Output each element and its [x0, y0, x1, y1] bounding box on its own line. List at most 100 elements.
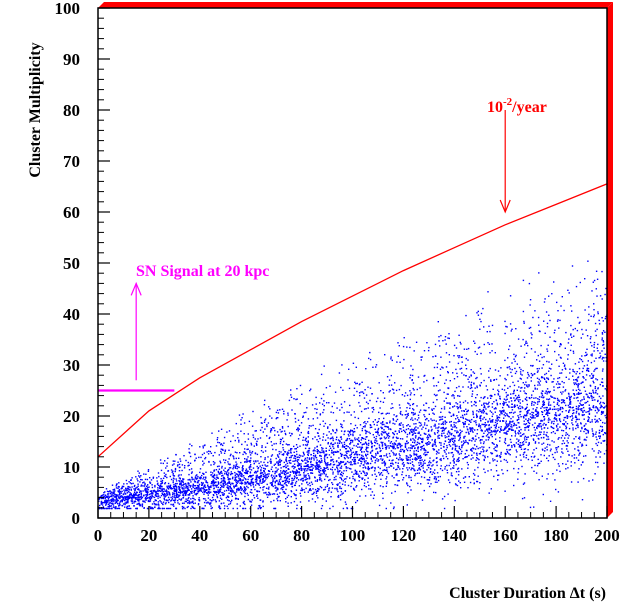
scatter-point: [482, 418, 484, 420]
scatter-point: [255, 430, 257, 432]
scatter-point: [545, 408, 548, 411]
scatter-point: [447, 458, 449, 460]
scatter-point: [595, 433, 597, 435]
scatter-point: [256, 470, 258, 473]
scatter-point: [332, 430, 334, 432]
scatter-point: [497, 370, 500, 372]
scatter-point: [410, 430, 412, 432]
scatter-point: [271, 493, 274, 495]
scatter-point: [343, 470, 345, 472]
scatter-point: [296, 477, 298, 479]
scatter-point: [525, 457, 527, 459]
scatter-point: [513, 389, 515, 391]
scatter-point: [526, 377, 529, 379]
scatter-point: [222, 444, 224, 447]
scatter-point: [468, 476, 470, 478]
scatter-point: [100, 495, 103, 497]
scatter-point: [409, 390, 411, 392]
scatter-point: [139, 481, 141, 483]
scatter-point: [427, 466, 430, 469]
scatter-point: [421, 447, 423, 450]
scatter-point: [190, 468, 193, 470]
scatter-point: [216, 465, 219, 468]
scatter-point: [207, 484, 209, 486]
scatter-point: [377, 466, 380, 468]
scatter-point: [561, 406, 564, 409]
scatter-point: [510, 393, 512, 395]
scatter-point: [499, 431, 501, 433]
scatter-point: [439, 368, 442, 370]
scatter-point: [591, 430, 594, 432]
scatter-point: [497, 393, 499, 395]
scatter-point: [392, 445, 395, 448]
scatter-point: [423, 453, 425, 455]
scatter-point: [363, 458, 365, 461]
scatter-point: [365, 442, 367, 444]
scatter-point: [354, 424, 357, 427]
scatter-point: [220, 478, 223, 480]
scatter-point: [379, 407, 381, 409]
scatter-point: [343, 412, 345, 414]
scatter-point: [565, 421, 567, 423]
scatter-point: [396, 474, 398, 476]
scatter-point: [105, 499, 107, 501]
scatter-point: [317, 452, 319, 454]
scatter-point: [432, 460, 434, 462]
scatter-point: [398, 423, 401, 425]
scatter-point: [440, 356, 442, 358]
scatter-point: [581, 445, 583, 447]
scatter-point: [549, 408, 551, 410]
scatter-point: [436, 363, 439, 365]
scatter-point: [509, 454, 511, 456]
scatter-point: [133, 502, 135, 504]
scatter-point: [403, 465, 405, 467]
scatter-point: [503, 458, 505, 461]
scatter-point: [440, 434, 443, 437]
scatter-point: [308, 489, 311, 492]
scatter-point: [227, 486, 229, 489]
scatter-point: [346, 507, 348, 509]
scatter-point: [495, 438, 497, 440]
scatter-point: [302, 455, 304, 457]
scatter-point: [145, 473, 147, 475]
scatter-point: [291, 482, 293, 484]
scatter-point: [349, 467, 351, 470]
scatter-point: [369, 351, 371, 354]
scatter-point: [555, 383, 558, 385]
scatter-point: [230, 493, 232, 495]
scatter-point: [602, 344, 604, 346]
scatter-point: [601, 298, 603, 300]
scatter-point: [340, 455, 343, 457]
scatter-point: [307, 441, 309, 444]
scatter-point: [134, 484, 136, 487]
scatter-point: [251, 478, 253, 480]
scatter-point: [308, 425, 311, 427]
scatter-point: [399, 468, 401, 470]
scatter-point: [524, 387, 526, 389]
scatter-point: [531, 333, 533, 336]
scatter-point: [360, 457, 362, 459]
scatter-point: [118, 497, 120, 499]
scatter-point: [236, 507, 239, 510]
scatter-point: [311, 464, 314, 466]
scatter-point: [556, 420, 558, 422]
scatter-point: [463, 423, 465, 426]
scatter-point: [261, 464, 264, 467]
scatter-point: [479, 328, 481, 330]
scatter-point: [203, 452, 205, 454]
scatter-point: [416, 456, 419, 458]
scatter-point: [493, 379, 495, 381]
scatter-point: [529, 416, 532, 418]
scatter-point: [120, 488, 122, 490]
scatter-point: [502, 403, 504, 405]
scatter-point: [581, 427, 583, 430]
scatter-point: [297, 428, 299, 430]
scatter-point: [535, 409, 537, 412]
scatter-point: [559, 345, 561, 348]
scatter-point: [247, 433, 249, 435]
scatter-point: [237, 433, 239, 435]
scatter-point: [243, 472, 246, 474]
scatter-point: [340, 461, 342, 463]
scatter-point: [222, 486, 225, 488]
scatter-point: [384, 462, 387, 464]
